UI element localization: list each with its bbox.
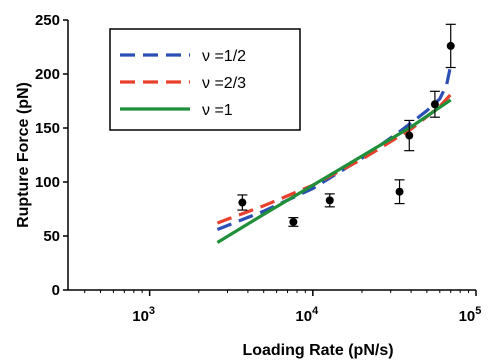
series-line-1 [216, 65, 453, 231]
y-tick-label: 150 [35, 120, 60, 137]
y-tick-label: 250 [35, 12, 60, 29]
data-point [395, 187, 404, 196]
x-tick-label: 103 [132, 305, 155, 325]
y-tick-label: 50 [43, 228, 60, 245]
data-point [325, 196, 334, 205]
plot-layer: 0 50 100 150 200 250 103 104 105 [35, 12, 481, 325]
x-tick-label: 104 [295, 305, 319, 325]
y-axis-title: Rupture Force (pN) [15, 82, 32, 228]
series-line-3 [216, 98, 452, 244]
y-tick-label: 0 [52, 282, 60, 299]
legend-label-1: ν =1/2 [202, 48, 246, 65]
data-point [430, 100, 439, 109]
data-point [289, 217, 298, 226]
data-point [405, 131, 414, 140]
legend-label-2: ν =2/3 [202, 75, 246, 92]
y-tick-label: 100 [35, 174, 60, 191]
legend: ν =1/2 ν =2/3 ν =1 [109, 28, 301, 131]
data-point [446, 41, 455, 50]
series-line-2 [216, 93, 452, 225]
data-point [238, 198, 247, 207]
legend-label-3: ν =1 [202, 102, 233, 119]
y-tick-label: 200 [35, 66, 60, 83]
x-tick-label: 105 [459, 305, 482, 325]
legend-box [109, 28, 301, 131]
x-axis-title: Loading Rate (pN/s) [242, 342, 393, 359]
